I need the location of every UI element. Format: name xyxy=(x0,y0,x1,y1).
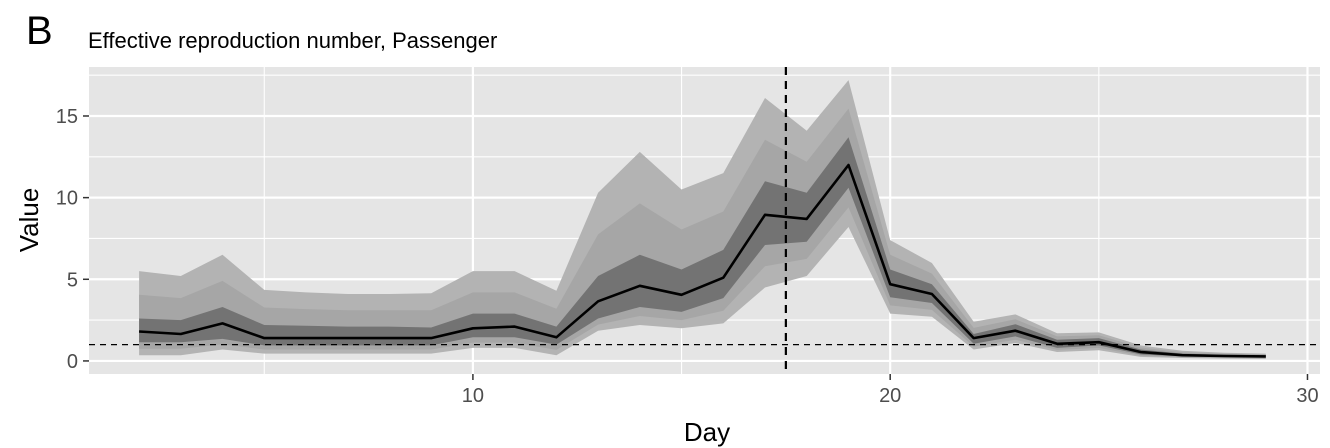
x-tick-label: 30 xyxy=(1296,385,1318,407)
credible-bands xyxy=(139,80,1266,359)
x-tick-label: 10 xyxy=(462,385,484,407)
y-tick-label: 10 xyxy=(56,188,78,210)
x-tick-label: 20 xyxy=(879,385,901,407)
series-lines xyxy=(139,163,1266,358)
y-axis-title: Value xyxy=(14,188,44,253)
inner-band xyxy=(139,137,1266,358)
middle-band xyxy=(139,108,1266,359)
major-gridlines xyxy=(89,67,1320,374)
y-tick-label: 15 xyxy=(56,106,78,128)
panel-label: B xyxy=(26,9,53,53)
y-tick-label: 0 xyxy=(67,351,78,373)
y-axis: 0 5 10 15 xyxy=(56,106,89,373)
chart-title: Effective reproduction number, Passenger xyxy=(88,28,497,53)
x-axis: 10 20 30 xyxy=(462,374,1319,407)
y-tick-label: 5 xyxy=(67,269,78,291)
outer-band xyxy=(139,80,1266,359)
reference-lines xyxy=(89,67,1320,374)
x-axis-title: Day xyxy=(684,417,730,447)
median-line xyxy=(139,163,1266,358)
